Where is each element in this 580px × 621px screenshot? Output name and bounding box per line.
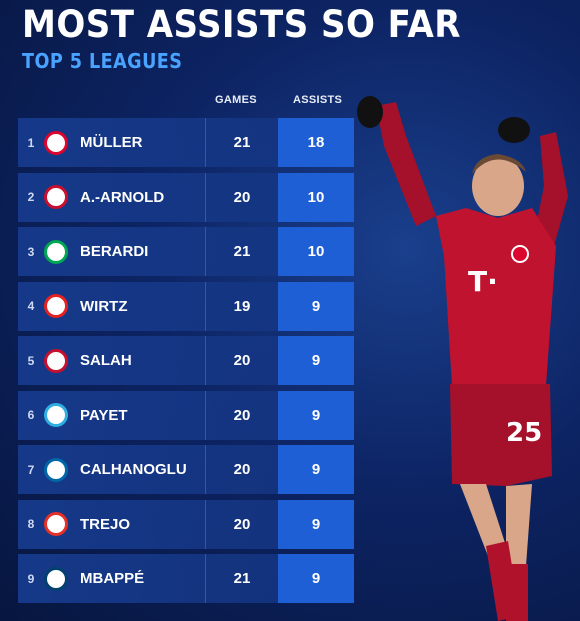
- games-value: 20: [205, 390, 278, 440]
- table-row: 1 MÜLLER 21 18: [18, 118, 354, 167]
- header: MOST ASSISTS SO FAR TOP 5 LEAGUES: [22, 2, 499, 73]
- player-name: A.-ARNOLD: [80, 188, 165, 206]
- svg-text:T·: T·: [468, 265, 498, 298]
- player-name: PAYET: [80, 406, 128, 424]
- liverpool-crest-icon: [44, 185, 68, 209]
- games-value: 21: [205, 227, 278, 276]
- player-name: MÜLLER: [80, 134, 143, 151]
- rank-number: 8: [27, 517, 35, 531]
- bayern-crest-icon: [44, 130, 68, 155]
- games-value: 21: [205, 554, 278, 603]
- assists-value: 10: [278, 227, 354, 276]
- rank-number: 9: [27, 571, 35, 586]
- player-name: SALAH: [80, 352, 132, 369]
- rank-number: 6: [27, 408, 35, 422]
- rank-number: 4: [27, 299, 35, 313]
- games-column-header: GAMES: [215, 94, 257, 106]
- table-row: 4 WIRTZ 19 9: [18, 281, 354, 331]
- rank-number: 5: [27, 353, 35, 368]
- psg-crest-icon: [44, 566, 68, 591]
- assists-column-header: ASSISTS: [293, 94, 343, 106]
- games-value: 20: [205, 499, 278, 549]
- assists-value: 18: [278, 118, 354, 167]
- player-name: BERARDI: [80, 243, 149, 260]
- assists-value: 9: [278, 499, 354, 549]
- marseille-crest-icon: [44, 403, 68, 427]
- sassuolo-crest-icon: [44, 239, 68, 264]
- table-row: 5 SALAH 20 9: [18, 336, 354, 385]
- leverkusen-crest-icon: [44, 294, 68, 318]
- games-value: 21: [205, 118, 278, 167]
- rank-number: 1: [27, 135, 35, 150]
- games-value: 20: [205, 172, 278, 222]
- player-name: TREJO: [80, 515, 131, 533]
- table-row: 3 BERARDI 21 10: [18, 227, 354, 276]
- rank-number: 3: [27, 244, 35, 259]
- player-name: CALHANOGLU: [80, 461, 187, 478]
- games-value: 20: [205, 445, 278, 494]
- svg-text:25: 25: [506, 418, 542, 448]
- table-row: 2 A.-ARNOLD 20 10: [18, 172, 354, 222]
- player-name: MBAPPÉ: [80, 570, 145, 587]
- page-subtitle: TOP 5 LEAGUES: [22, 49, 183, 73]
- table-row: 8 TREJO 20 9: [18, 499, 354, 549]
- player-name: WIRTZ: [80, 297, 128, 315]
- page-title: MOST ASSISTS SO FAR: [22, 3, 461, 46]
- rank-number: 2: [27, 190, 35, 204]
- table-row: 9 MBAPPÉ 21 9: [18, 554, 354, 603]
- games-value: 19: [205, 281, 278, 331]
- table-row: 7 CALHANOGLU 20 9: [18, 445, 354, 494]
- assists-value: 10: [278, 172, 354, 222]
- table-row: 6 PAYET 20 9: [18, 390, 354, 440]
- liverpool-crest-icon: [44, 348, 68, 373]
- assists-value: 9: [278, 554, 354, 603]
- assists-table: 1 MÜLLER 21 18 2 A.-ARNOLD 20 10 3 BERAR…: [18, 118, 354, 609]
- games-value: 20: [205, 336, 278, 385]
- assists-value: 9: [278, 281, 354, 331]
- rank-number: 7: [27, 462, 35, 477]
- inter-crest-icon: [44, 457, 68, 482]
- assists-value: 9: [278, 336, 354, 385]
- player-illustration: T· 25: [357, 96, 568, 621]
- assists-value: 9: [278, 390, 354, 440]
- assists-value: 9: [278, 445, 354, 494]
- rayo-crest-icon: [44, 512, 68, 536]
